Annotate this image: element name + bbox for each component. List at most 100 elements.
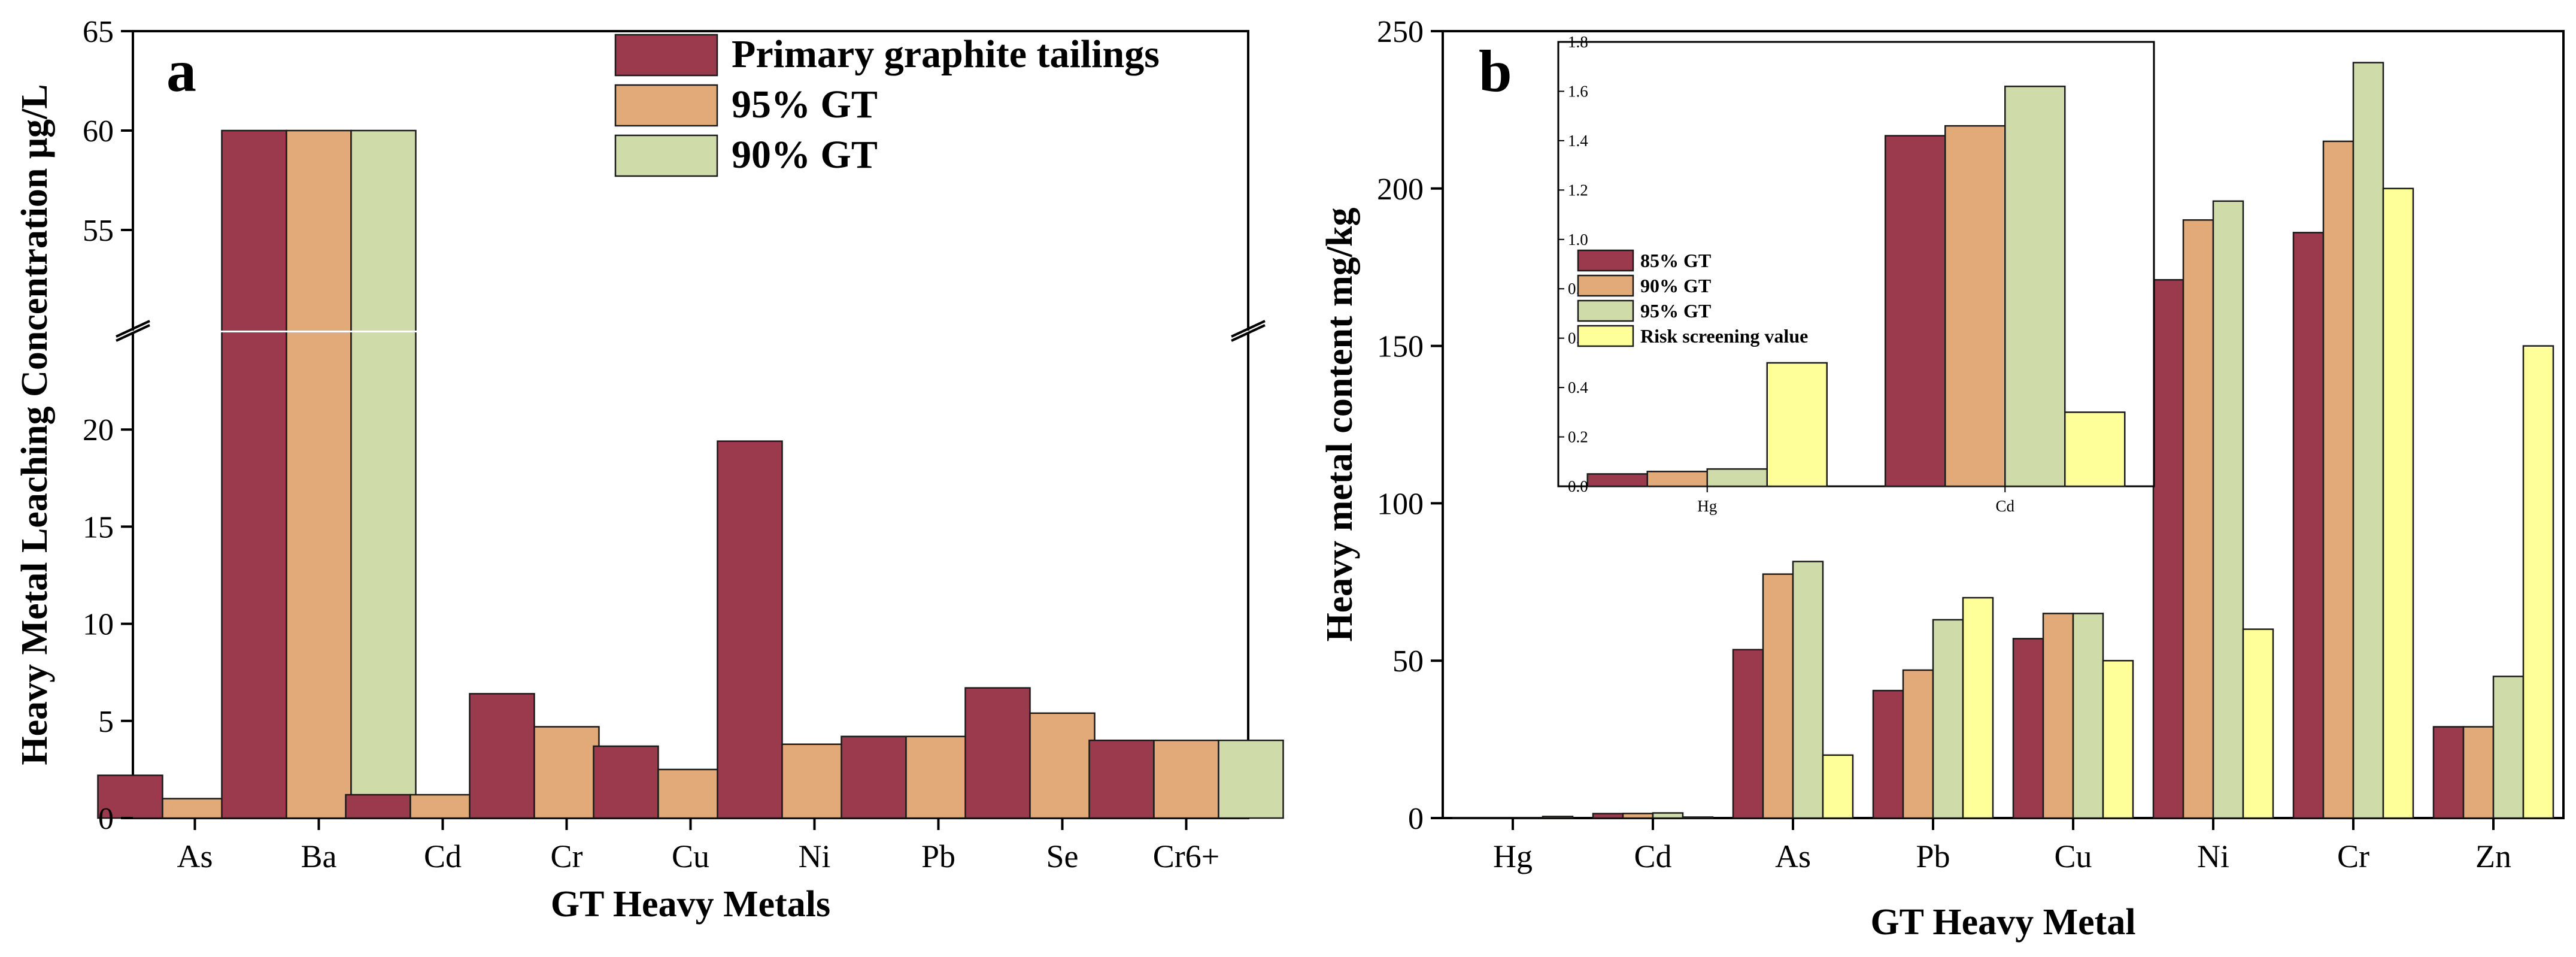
bar-zn-1 xyxy=(2432,726,2465,819)
x-axis-title: GT Heavy Metals xyxy=(551,884,830,925)
inset-legend-label-4: Risk screening value xyxy=(1640,325,1808,347)
bar-cd-1 xyxy=(345,794,411,819)
bar-pb-2 xyxy=(1902,669,1934,819)
x-tick-label: Ba xyxy=(301,838,337,874)
inset-x-tick-label: Hg xyxy=(1697,497,1717,515)
x-axis-title: GT Heavy Metal xyxy=(1870,902,2135,943)
inset-y-tick-label: 0.4 xyxy=(1568,378,1588,396)
bar-as-3 xyxy=(1792,561,1824,819)
y-tick-label: 60 xyxy=(83,114,114,149)
x-tick-label: Hg xyxy=(1493,838,1533,874)
axis-break-mark xyxy=(116,324,150,342)
y-tick-label: 55 xyxy=(83,214,114,248)
bar-pb-3 xyxy=(1932,619,1964,819)
inset-bar-hg-3 xyxy=(1706,468,1768,487)
bar-zn-4 xyxy=(2522,345,2554,819)
inset-legend-swatch-3 xyxy=(1577,299,1634,322)
y-axis-title: Heavy metal content mg/kg xyxy=(1319,208,1360,642)
bar-pb-4 xyxy=(1962,596,1994,819)
panel-letter: b xyxy=(1479,38,1512,104)
x-tick-label: Cd xyxy=(1634,838,1671,874)
y-axis-title: Heavy Metal Leaching Concentration μg/L xyxy=(14,84,55,765)
y-tick-label: 0 xyxy=(98,802,114,836)
bar-as-1 xyxy=(1732,649,1764,819)
inset-bar-hg-1 xyxy=(1586,473,1648,487)
bar-cr-4 xyxy=(2382,187,2414,819)
bar-ni-3 xyxy=(2212,200,2244,819)
inset-y-tick-label: 1.0 xyxy=(1568,231,1588,249)
y-tick-label: 20 xyxy=(83,413,114,447)
x-tick-label: Cu xyxy=(672,838,709,874)
inset-bar-cd-1 xyxy=(1885,135,1946,487)
inset-bar-cd-4 xyxy=(2064,411,2126,487)
x-tick-label: Pb xyxy=(921,838,955,874)
bar-ni-4 xyxy=(2242,628,2274,819)
axis-break-gap xyxy=(115,331,1266,332)
legend-label-1: Primary graphite tailings xyxy=(732,32,1160,76)
y-tick-label: 10 xyxy=(83,608,114,642)
y-tick-label: 0 xyxy=(1408,802,1424,836)
inset-bar-hg-4 xyxy=(1766,362,1828,487)
bar-pb-1 xyxy=(841,735,907,819)
x-tick-label: Ni xyxy=(2197,838,2229,874)
panel-b-chart: Hg Cd As Pb Cu Ni Cr Zn 0 50 100 150 200 250 GT Heavy … xyxy=(1319,15,2565,943)
bar-se-2 xyxy=(1029,712,1096,819)
bar-cu-2 xyxy=(2042,613,2074,819)
x-tick-label: Cr6+ xyxy=(1153,838,1219,874)
axis-break-mark xyxy=(1231,320,1266,338)
bar-cr-1 xyxy=(2292,232,2325,819)
y-tick-label: 15 xyxy=(83,510,114,544)
bar-ni-2 xyxy=(781,743,848,819)
x-tick-label: Cu xyxy=(2054,838,2092,874)
bar-cr6+-3 xyxy=(1218,739,1284,819)
x-tick-label: Cr xyxy=(2337,838,2369,874)
bar-cr-3 xyxy=(2352,62,2384,819)
inset-y-tick-label: 0.2 xyxy=(1568,428,1588,446)
axis-break-mark xyxy=(116,320,150,338)
inset-legend-swatch-4 xyxy=(1577,325,1634,347)
panel-a-chart: As Ba Cd Cr Cu Ni Pb Se Cr6+ 0 5 10 15 20 55 60 65 GT Hea… xyxy=(14,15,1284,925)
x-tick-label: Pb xyxy=(1916,838,1950,874)
bar-ba-2 xyxy=(286,129,352,819)
y-tick-label: 200 xyxy=(1377,172,1424,207)
inset-bar-cd-2 xyxy=(1944,125,2006,487)
bar-zn-2 xyxy=(2462,726,2495,819)
legend-label-2: 95% GT xyxy=(732,83,878,126)
bar-pb-1 xyxy=(1872,689,1904,819)
bar-cr-2 xyxy=(2322,140,2354,819)
legend-swatch-2 xyxy=(614,84,718,127)
legend-swatch-3 xyxy=(614,134,718,177)
bar-cr-1 xyxy=(469,693,535,819)
bar-cr-2 xyxy=(533,726,600,819)
bar-cd-2 xyxy=(1622,813,1654,819)
x-tick-label: Zn xyxy=(2475,838,2511,874)
inset-legend-swatch-1 xyxy=(1577,249,1634,272)
bar-pb-2 xyxy=(905,735,972,819)
inset-legend-label-2: 90% GT xyxy=(1640,275,1711,296)
y-tick-label: 100 xyxy=(1377,487,1424,521)
bar-cd-3 xyxy=(1652,812,1684,819)
y-tick-label: 65 xyxy=(83,15,114,49)
bar-zn-3 xyxy=(2492,676,2525,819)
bar-cu-4 xyxy=(2102,659,2134,819)
bar-cd-1 xyxy=(1592,813,1624,819)
bar-cu-3 xyxy=(2072,613,2104,819)
x-tick-label: As xyxy=(1775,838,1811,874)
inset-y-tick-label: 1.8 xyxy=(1568,33,1588,51)
inset-bar-cd-3 xyxy=(2004,85,2066,487)
bar-cu-1 xyxy=(2012,638,2044,819)
x-tick-label: Cr xyxy=(551,838,583,874)
inset-y-tick-label: 1.2 xyxy=(1568,181,1588,199)
legend-label-3: 90% GT xyxy=(732,133,878,177)
x-tick-label: As xyxy=(177,838,213,874)
bar-ba-1 xyxy=(221,129,287,819)
inset-legend-swatch-2 xyxy=(1577,274,1634,297)
bar-as-4 xyxy=(1822,754,1854,819)
x-tick-label: Cd xyxy=(424,838,462,874)
inset-legend-label-1: 85% GT xyxy=(1640,250,1711,271)
bar-cr6+-1 xyxy=(1088,739,1155,819)
bar-as-2 xyxy=(162,798,228,819)
bar-as-2 xyxy=(1762,573,1794,819)
panel-letter: a xyxy=(166,38,196,104)
inset-x-tick-label: Cd xyxy=(1995,497,2014,515)
